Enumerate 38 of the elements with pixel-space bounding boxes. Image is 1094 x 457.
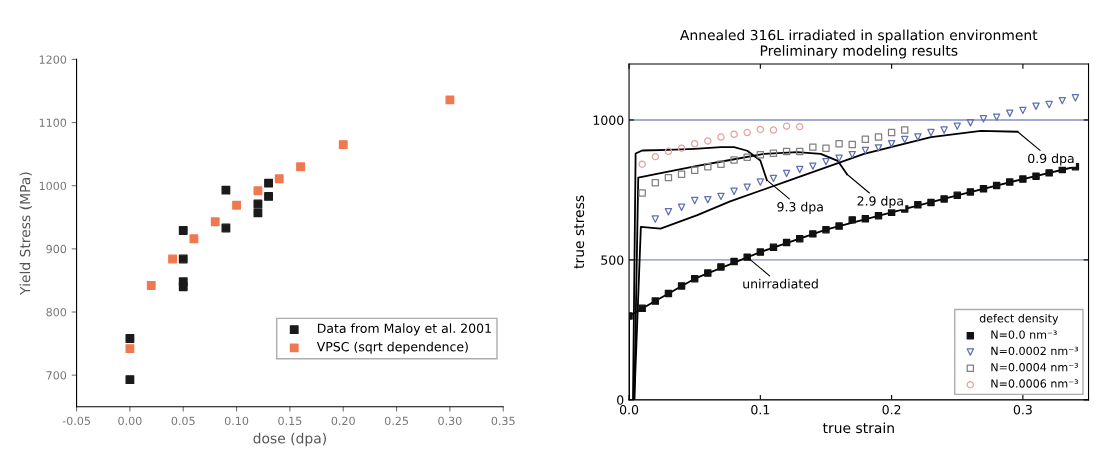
x-axis-title: true strain	[822, 422, 894, 434]
x-tick-label: 0.20	[331, 416, 355, 426]
x-tick-label: 0.1	[751, 404, 770, 415]
x-tick-label: 0.15	[278, 416, 302, 426]
x-tick-label: 0.30	[438, 416, 462, 426]
x-tick-label: 0.2	[882, 404, 901, 415]
chart-title: Annealed 316L irradiated in spallation environment Preliminary modeling results	[680, 29, 1038, 59]
x-tick-label: 0.10	[224, 416, 249, 426]
x-axis-title: dose (dpa)	[253, 432, 326, 447]
y-axis-title: Yield Stress (MPa)	[19, 172, 32, 295]
legend-label: N=0.0 nm⁻³	[991, 330, 1057, 339]
x-tick-label: 0.35	[491, 416, 515, 426]
y-tick-label: 700	[46, 371, 67, 380]
y-tick-label: 500	[601, 255, 624, 265]
legend-label: N=0.0002 nm⁻³	[991, 346, 1078, 356]
y-tick-label: 900	[46, 244, 67, 254]
legend-label: N=0.0006 nm⁻³	[991, 379, 1078, 388]
x-tick-label: 0.3	[1013, 404, 1032, 415]
annotation: 2.9 dpa	[857, 195, 903, 209]
x-tick-label: 0.0	[619, 404, 639, 415]
legend-label: N=0.0004 nm⁻³	[991, 363, 1078, 372]
y-tick-label: 0	[617, 395, 624, 405]
annotation: 0.9 dpa	[1028, 153, 1074, 166]
y-tick-label: 1000	[39, 181, 67, 191]
y-tick-label: 1000	[593, 115, 624, 125]
annotation: 9.3 dpa	[777, 201, 823, 214]
legend-label: Data from Maloy et al. 2001	[317, 323, 491, 336]
y-tick-label: 1200	[39, 55, 67, 64]
y-tick-label: 800	[46, 307, 67, 317]
annotation: unirradiated	[743, 278, 818, 289]
x-tick-label: 0.00	[118, 416, 142, 426]
legend-title: defect density	[979, 313, 1059, 325]
legend-label: VPSC (sqrt dependence)	[316, 341, 468, 354]
x-tick-label: 0.25	[384, 416, 408, 426]
y-tick-label: 1100	[39, 118, 67, 127]
x-tick-label: -0.05	[62, 416, 90, 426]
y-axis-title: true stress	[574, 195, 585, 269]
x-tick-label: 0.05	[171, 416, 195, 426]
